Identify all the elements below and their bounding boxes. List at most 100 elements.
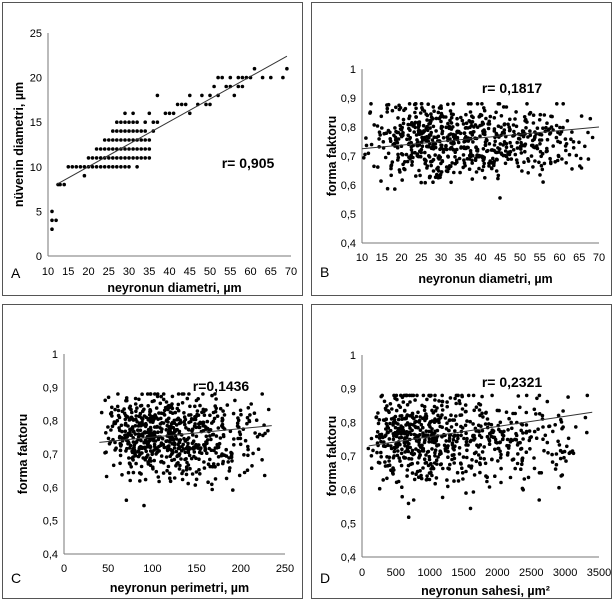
data-point bbox=[201, 420, 205, 425]
data-point bbox=[444, 125, 448, 130]
data-point bbox=[381, 140, 386, 144]
data-point bbox=[175, 102, 180, 107]
data-point bbox=[437, 420, 441, 425]
data-point bbox=[553, 423, 557, 427]
data-point bbox=[135, 120, 139, 124]
data-point bbox=[392, 418, 397, 422]
data-point bbox=[449, 180, 453, 185]
data-point bbox=[468, 149, 473, 153]
data-point bbox=[161, 397, 166, 402]
data-point bbox=[212, 448, 216, 453]
data-point bbox=[403, 160, 407, 164]
data-point bbox=[164, 439, 168, 443]
data-point bbox=[411, 143, 415, 148]
data-point bbox=[382, 444, 386, 448]
data-point bbox=[574, 425, 578, 429]
data-point bbox=[376, 165, 380, 169]
data-point bbox=[388, 137, 392, 141]
data-point bbox=[187, 413, 191, 417]
data-point bbox=[208, 457, 212, 462]
data-point bbox=[376, 411, 380, 415]
data-point bbox=[182, 411, 186, 415]
y-tick-label: 0,9 bbox=[43, 382, 58, 394]
data-point bbox=[424, 159, 428, 163]
data-point bbox=[248, 413, 252, 417]
data-point bbox=[143, 120, 147, 124]
data-point bbox=[408, 135, 412, 140]
data-point bbox=[187, 392, 191, 396]
data-point bbox=[191, 433, 195, 437]
data-point bbox=[119, 443, 123, 447]
data-point bbox=[396, 152, 400, 157]
data-point bbox=[178, 418, 182, 422]
data-point bbox=[375, 450, 379, 455]
data-point bbox=[462, 158, 466, 162]
data-point bbox=[388, 130, 392, 135]
data-point bbox=[177, 446, 181, 451]
data-point bbox=[504, 145, 509, 150]
data-point bbox=[396, 449, 400, 453]
data-point bbox=[156, 430, 160, 434]
data-point bbox=[374, 415, 378, 420]
data-point bbox=[111, 129, 115, 133]
data-point bbox=[425, 397, 429, 402]
data-point bbox=[406, 515, 411, 519]
data-point bbox=[452, 170, 456, 175]
data-point bbox=[454, 401, 458, 406]
data-point bbox=[522, 160, 526, 164]
data-point bbox=[148, 445, 153, 450]
data-point bbox=[74, 165, 79, 169]
data-point bbox=[433, 409, 438, 413]
data-point bbox=[113, 421, 118, 426]
data-point bbox=[161, 461, 166, 465]
data-point bbox=[422, 408, 427, 413]
data-point bbox=[520, 486, 525, 491]
data-point bbox=[523, 142, 528, 146]
data-point bbox=[104, 474, 109, 479]
data-point bbox=[177, 438, 182, 443]
data-point bbox=[107, 165, 111, 169]
data-point bbox=[417, 154, 421, 159]
data-point bbox=[190, 429, 194, 433]
data-point bbox=[198, 472, 202, 476]
data-point bbox=[535, 396, 539, 401]
data-point bbox=[387, 437, 392, 441]
data-point bbox=[90, 156, 95, 160]
data-point bbox=[487, 437, 491, 441]
data-point bbox=[448, 462, 452, 467]
data-point bbox=[170, 394, 175, 399]
data-point bbox=[522, 115, 527, 119]
y-tick-label: 20 bbox=[30, 73, 42, 85]
data-point bbox=[123, 433, 127, 438]
data-point bbox=[400, 494, 404, 499]
data-point bbox=[433, 398, 437, 402]
data-point bbox=[482, 457, 486, 461]
data-point bbox=[205, 451, 209, 455]
data-point bbox=[556, 139, 560, 144]
data-point bbox=[449, 146, 453, 150]
data-point bbox=[471, 140, 475, 144]
data-point bbox=[124, 498, 129, 502]
data-point bbox=[407, 126, 411, 131]
y-tick-label: 1 bbox=[350, 350, 356, 362]
data-point bbox=[478, 462, 482, 467]
y-tick-label: 0,6 bbox=[341, 180, 356, 192]
data-point bbox=[524, 117, 528, 122]
scatter-panel-d: 0,4 0,5 0,6 0,7 0,8 0,9 1 0 500 1000 1500 2000 2500 3… bbox=[311, 304, 612, 599]
data-point bbox=[464, 491, 468, 495]
data-point bbox=[202, 413, 207, 417]
data-point bbox=[369, 436, 374, 441]
data-point bbox=[162, 408, 167, 413]
data-point bbox=[499, 151, 504, 155]
data-point bbox=[528, 129, 532, 133]
data-point bbox=[175, 417, 179, 422]
y-tick-label: 15 bbox=[30, 117, 42, 129]
data-point bbox=[122, 436, 127, 440]
data-point bbox=[399, 463, 404, 468]
x-tick-label: 15 bbox=[376, 252, 388, 264]
x-tick-label: 70 bbox=[593, 252, 605, 264]
data-point bbox=[119, 156, 123, 160]
data-point bbox=[568, 450, 573, 454]
data-point bbox=[519, 447, 523, 451]
data-point bbox=[220, 452, 224, 456]
